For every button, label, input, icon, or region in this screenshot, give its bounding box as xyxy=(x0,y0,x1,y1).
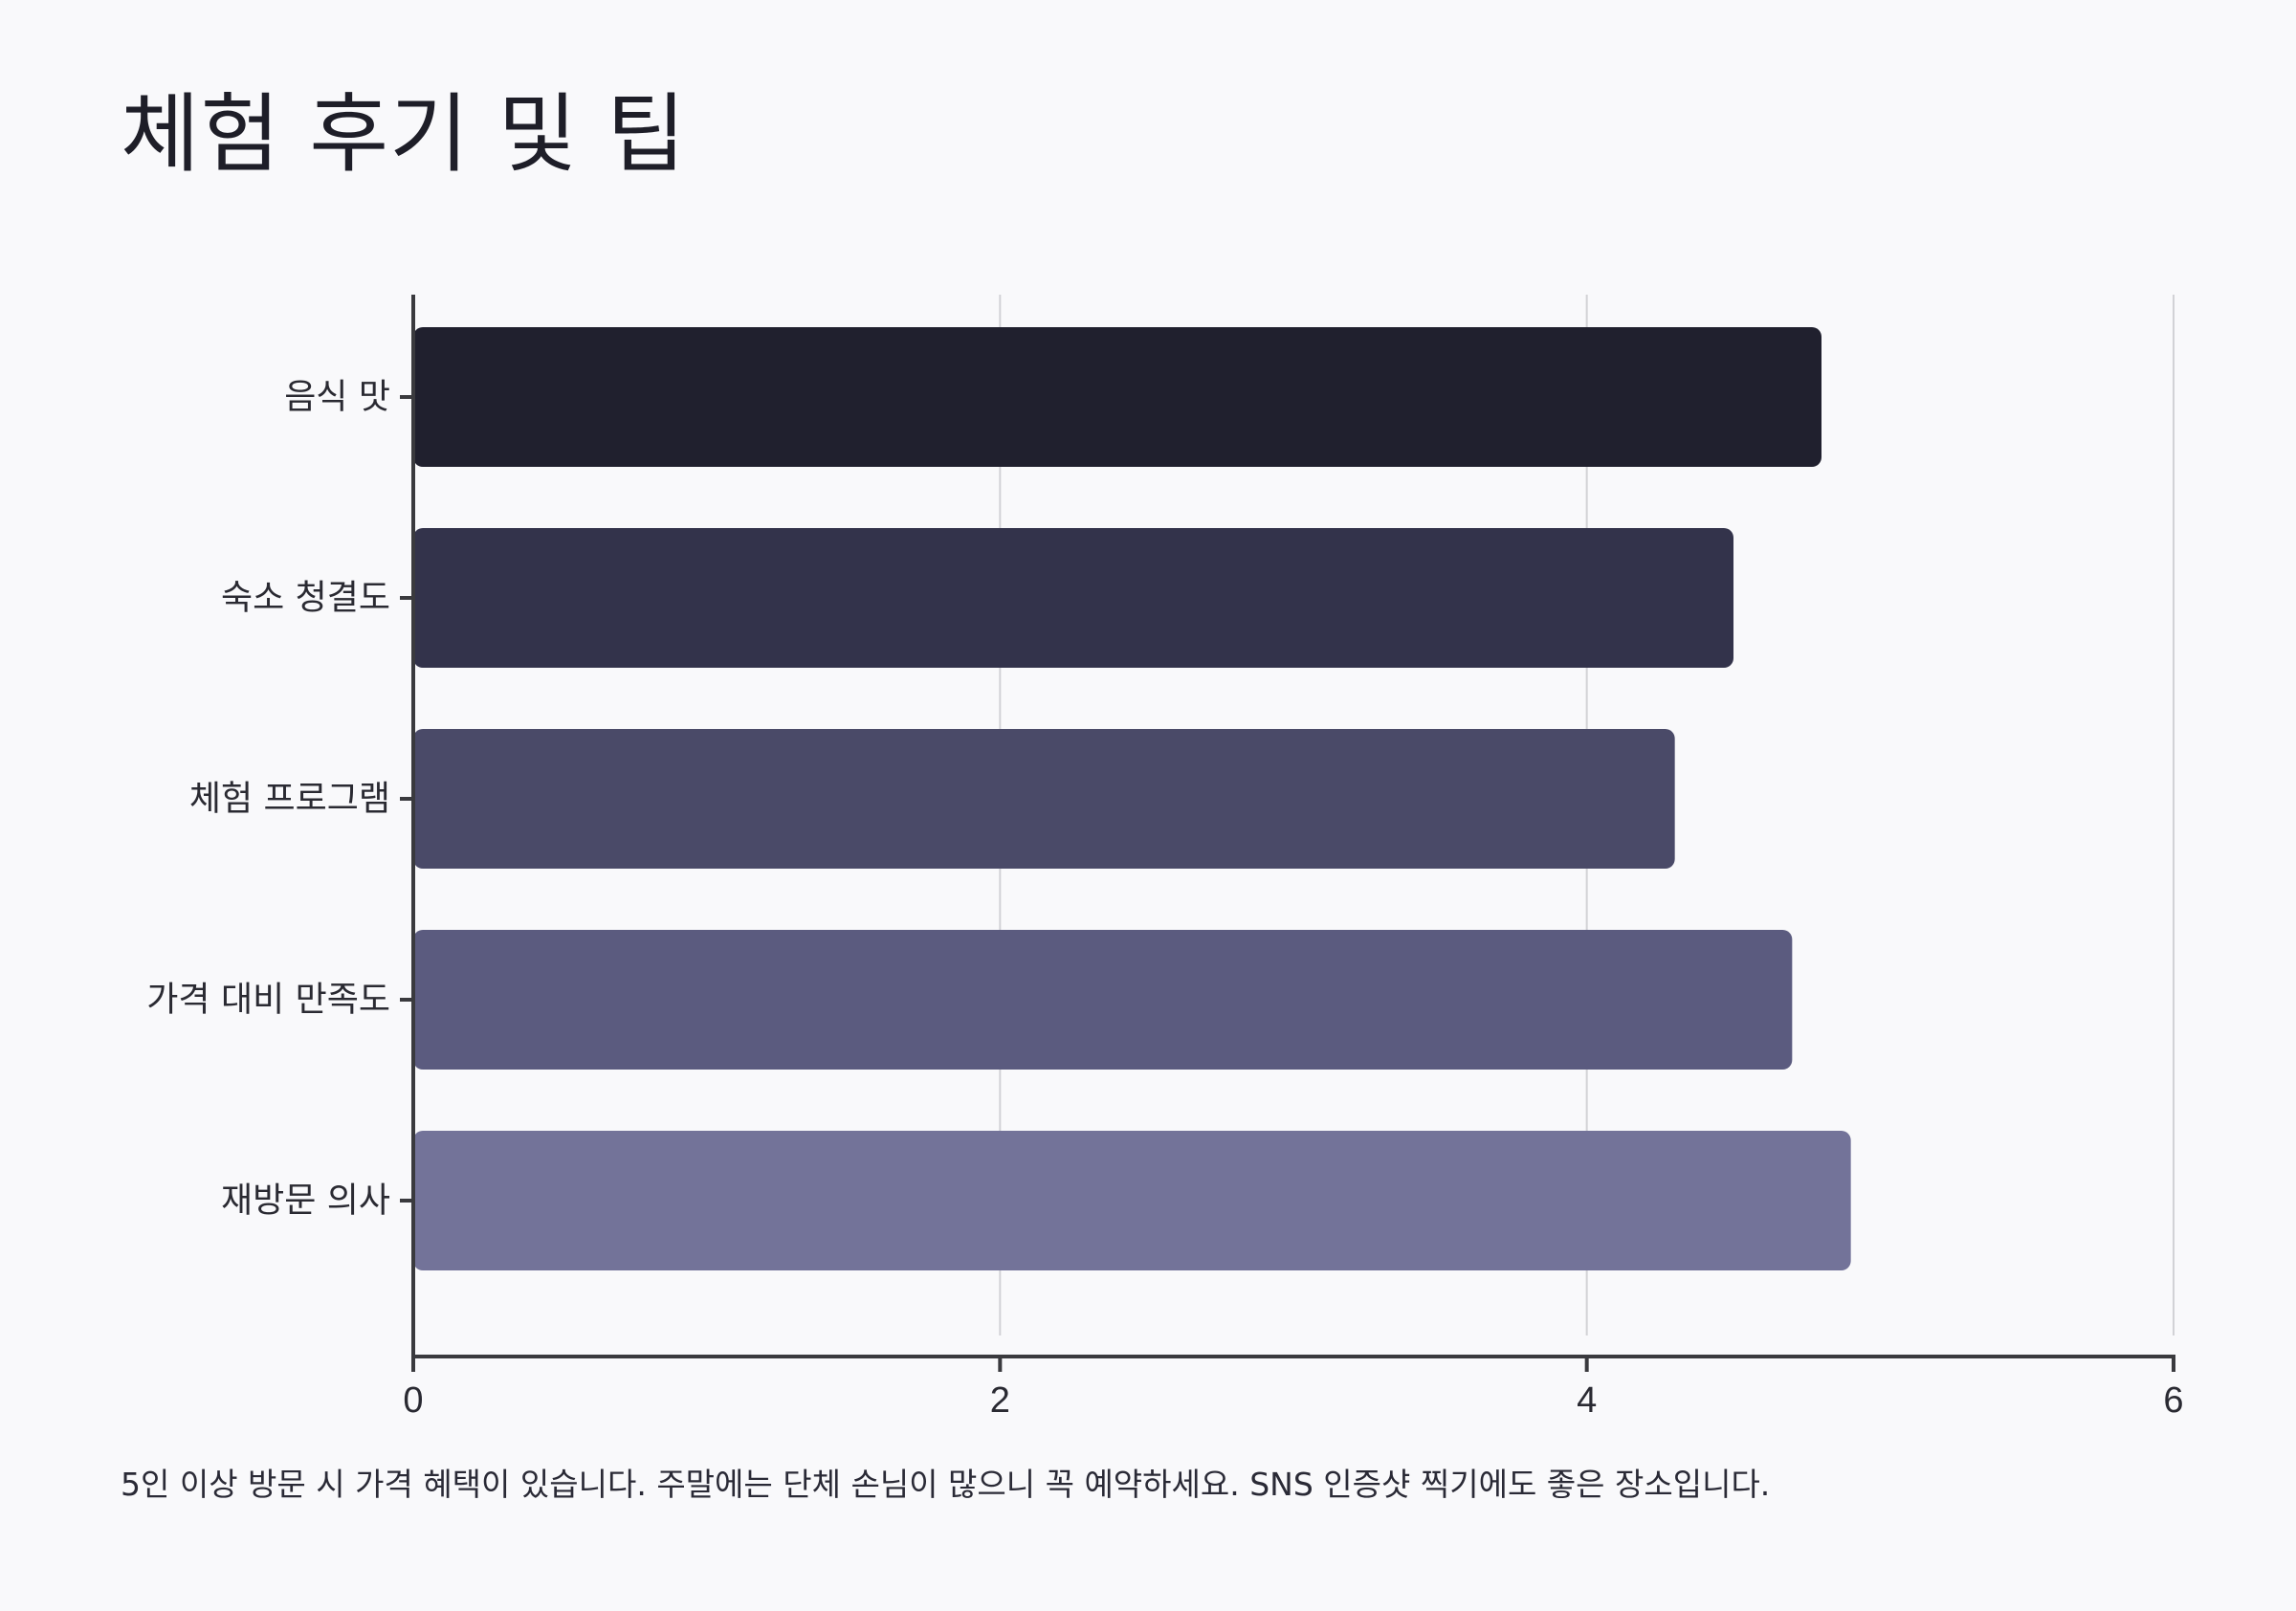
y-axis-label: 음식 맛 xyxy=(284,378,390,417)
y-axis-label: 숙소 청결도 xyxy=(221,579,390,618)
bar-5 xyxy=(413,1131,1851,1270)
chart-footnote: 5인 이상 방문 시 가격 혜택이 있습니다. 주말에는 단체 손님이 많으니 … xyxy=(121,1466,1771,1503)
bar-2 xyxy=(413,528,1733,668)
y-axis-label: 체험 프로그램 xyxy=(189,780,390,819)
x-tick-label: 2 xyxy=(990,1380,1010,1421)
y-axis-label: 가격 대비 만족도 xyxy=(146,981,390,1020)
y-axis-label: 재방문 의사 xyxy=(221,1181,390,1221)
x-tick-label: 0 xyxy=(403,1380,423,1421)
x-tick-label: 4 xyxy=(1577,1380,1597,1421)
page-title: 체험 후기 및 팁 xyxy=(121,84,687,185)
bar-4 xyxy=(413,930,1793,1070)
x-tick-label: 6 xyxy=(2163,1380,2183,1421)
bar-1 xyxy=(413,327,1821,467)
bar-3 xyxy=(413,729,1675,869)
